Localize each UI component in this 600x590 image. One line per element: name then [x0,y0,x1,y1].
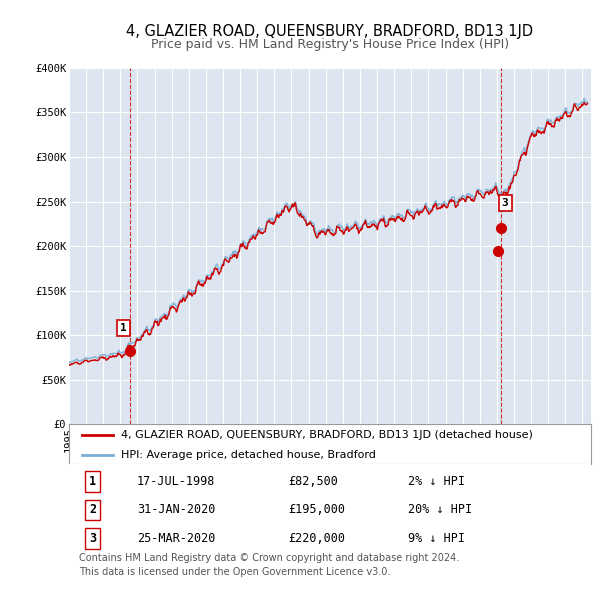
Text: 1: 1 [89,475,96,488]
Text: 3: 3 [89,532,96,545]
Text: 2% ↓ HPI: 2% ↓ HPI [409,475,466,488]
Text: 4, GLAZIER ROAD, QUEENSBURY, BRADFORD, BD13 1JD: 4, GLAZIER ROAD, QUEENSBURY, BRADFORD, B… [127,24,533,38]
Text: 1: 1 [120,323,127,333]
Text: 17-JUL-1998: 17-JUL-1998 [137,475,215,488]
Text: £220,000: £220,000 [288,532,345,545]
Text: 20% ↓ HPI: 20% ↓ HPI [409,503,472,516]
Text: 9% ↓ HPI: 9% ↓ HPI [409,532,466,545]
Text: 31-JAN-2020: 31-JAN-2020 [137,503,215,516]
Text: 4, GLAZIER ROAD, QUEENSBURY, BRADFORD, BD13 1JD (detached house): 4, GLAZIER ROAD, QUEENSBURY, BRADFORD, B… [121,430,533,440]
Text: 2: 2 [89,503,96,516]
Text: 3: 3 [502,198,508,208]
Text: 25-MAR-2020: 25-MAR-2020 [137,532,215,545]
Text: £195,000: £195,000 [288,503,345,516]
Text: Price paid vs. HM Land Registry's House Price Index (HPI): Price paid vs. HM Land Registry's House … [151,38,509,51]
Text: HPI: Average price, detached house, Bradford: HPI: Average price, detached house, Brad… [121,450,376,460]
Text: Contains HM Land Registry data © Crown copyright and database right 2024.
This d: Contains HM Land Registry data © Crown c… [79,553,460,576]
Text: £82,500: £82,500 [288,475,338,488]
